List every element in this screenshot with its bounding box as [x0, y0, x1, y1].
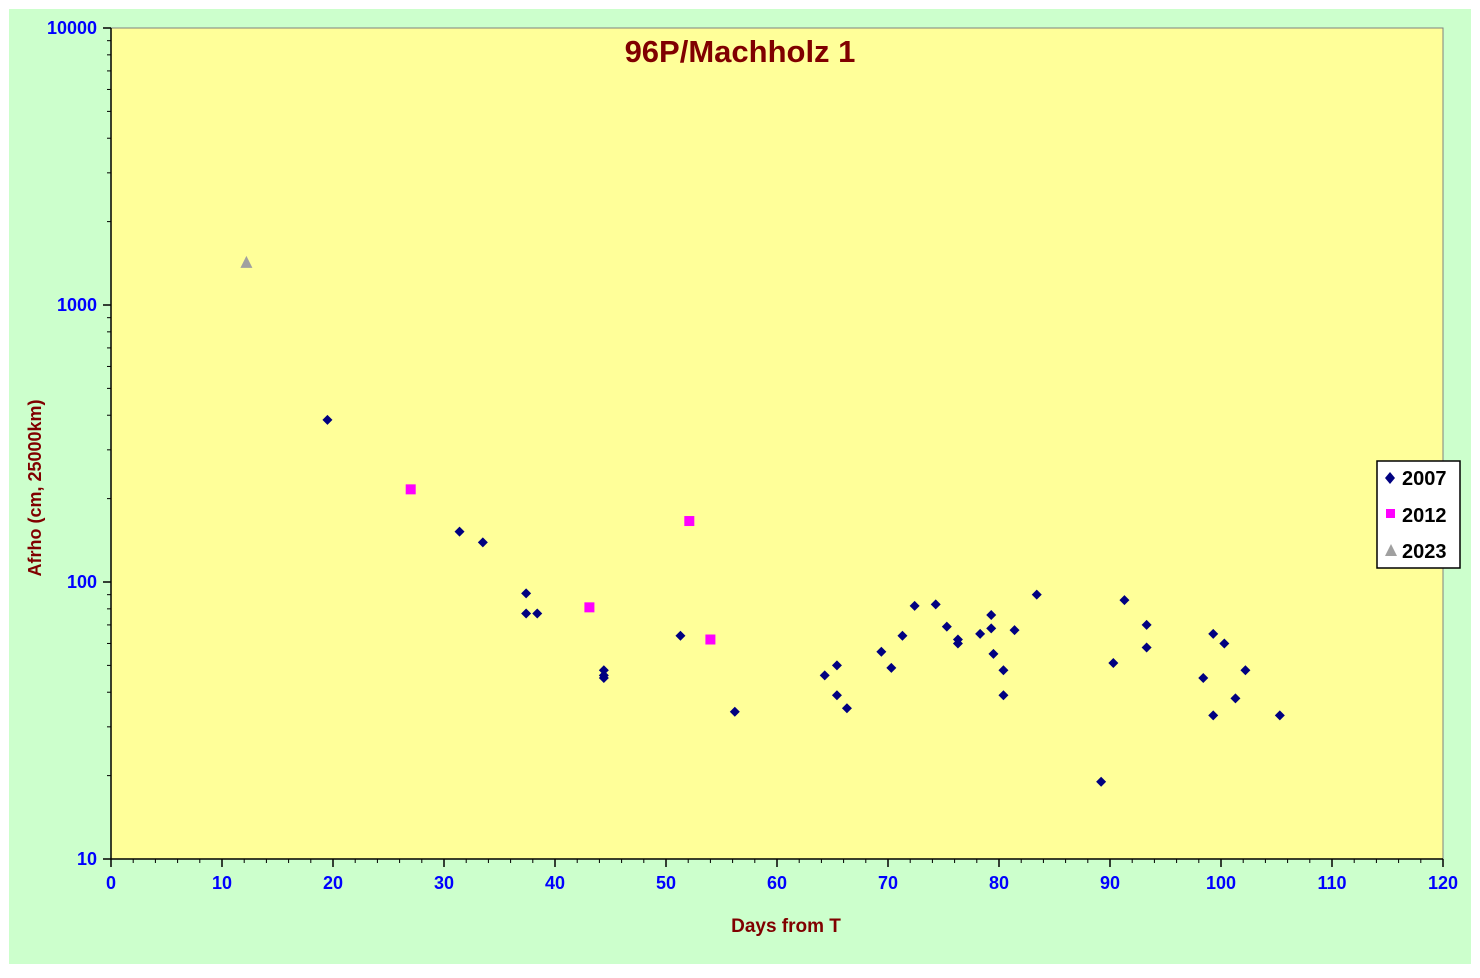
x-tick-label: 90	[1100, 873, 1120, 893]
data-point-2007	[998, 665, 1009, 676]
x-axis-label: Days from T	[731, 916, 841, 937]
data-point-2007	[841, 703, 852, 714]
data-point-2007	[1198, 673, 1209, 684]
y-tick-label: 10	[77, 849, 97, 869]
data-point-2007	[1119, 595, 1130, 606]
data-point-2007	[729, 706, 740, 717]
x-tick-label: 60	[767, 873, 787, 893]
legend-label-2023: 2023	[1402, 541, 1447, 563]
data-point-2007	[454, 526, 465, 537]
y-tick-label: 10000	[47, 18, 97, 38]
data-point-2007	[986, 623, 997, 634]
data-point-2007	[1240, 665, 1251, 676]
data-point-2007	[1141, 619, 1152, 630]
data-point-2007	[998, 690, 1009, 701]
y-axis-label: Afrho (cm, 25000km)	[25, 399, 45, 576]
legend-marker-2007	[1385, 472, 1395, 484]
y-tick-label: 1000	[57, 295, 97, 315]
plot-area	[110, 27, 1444, 860]
legend-label-2007: 2007	[1402, 468, 1447, 490]
legend-marker-2023	[1385, 544, 1397, 556]
data-point-2007	[1219, 638, 1230, 649]
x-tick-label: 100	[1206, 873, 1236, 893]
x-tick-label: 120	[1428, 873, 1458, 893]
data-points	[240, 255, 1285, 787]
data-point-2007	[986, 610, 997, 621]
data-point-2007	[598, 665, 609, 676]
data-point-2007	[1031, 589, 1042, 600]
data-point-2007	[521, 608, 532, 619]
data-point-2007	[897, 630, 908, 641]
data-point-2023	[240, 255, 253, 268]
legend-marker-2012	[1386, 509, 1395, 518]
data-point-2007	[598, 673, 609, 684]
data-point-2007	[477, 537, 488, 548]
data-point-2012	[584, 602, 595, 613]
data-point-2007	[1208, 628, 1219, 639]
x-tick-label: 30	[434, 873, 454, 893]
data-point-2007	[1009, 625, 1020, 636]
y-tick-label: 100	[67, 572, 97, 592]
data-point-2012	[405, 484, 416, 495]
data-point-2007	[831, 660, 842, 671]
data-point-2007	[831, 690, 842, 701]
data-point-2007	[1141, 642, 1152, 653]
data-point-2012	[684, 516, 695, 527]
data-point-2007	[930, 599, 941, 610]
x-tick-label: 80	[989, 873, 1009, 893]
data-point-2007	[909, 600, 920, 611]
data-point-2007	[1096, 776, 1107, 787]
data-point-2007	[1108, 658, 1119, 669]
x-tick-label: 20	[323, 873, 343, 893]
x-tick-label: 40	[545, 873, 565, 893]
x-tick-label: 110	[1317, 873, 1346, 893]
x-tick-label: 50	[656, 873, 676, 893]
x-tick-label: 0	[106, 873, 116, 893]
x-tick-label: 10	[212, 873, 232, 893]
data-point-2007	[532, 608, 543, 619]
data-point-2007	[975, 628, 986, 639]
data-point-2007	[941, 621, 952, 632]
data-point-2007	[876, 646, 887, 657]
x-axis: 0 10 20 30 40 50 60 70 80 90 100 110 120	[106, 858, 1458, 893]
data-point-2007	[521, 588, 532, 599]
data-point-2007	[886, 662, 897, 673]
data-point-2007	[1274, 710, 1285, 721]
legend-label-2012: 2012	[1402, 505, 1447, 527]
data-point-2007	[988, 648, 999, 659]
data-point-2012	[705, 634, 716, 645]
data-point-2007	[675, 630, 686, 641]
data-point-2007	[322, 414, 333, 425]
x-tick-label: 70	[878, 873, 898, 893]
data-point-2007	[819, 670, 830, 681]
y-axis: 10 100 1000 10000	[47, 18, 112, 869]
data-point-2007	[952, 638, 963, 649]
chart-title: 96P/Machholz 1	[625, 34, 856, 69]
legend: 2007 2012 2023	[1376, 460, 1461, 569]
data-point-2007	[1208, 710, 1219, 721]
data-point-2007	[1230, 693, 1241, 704]
